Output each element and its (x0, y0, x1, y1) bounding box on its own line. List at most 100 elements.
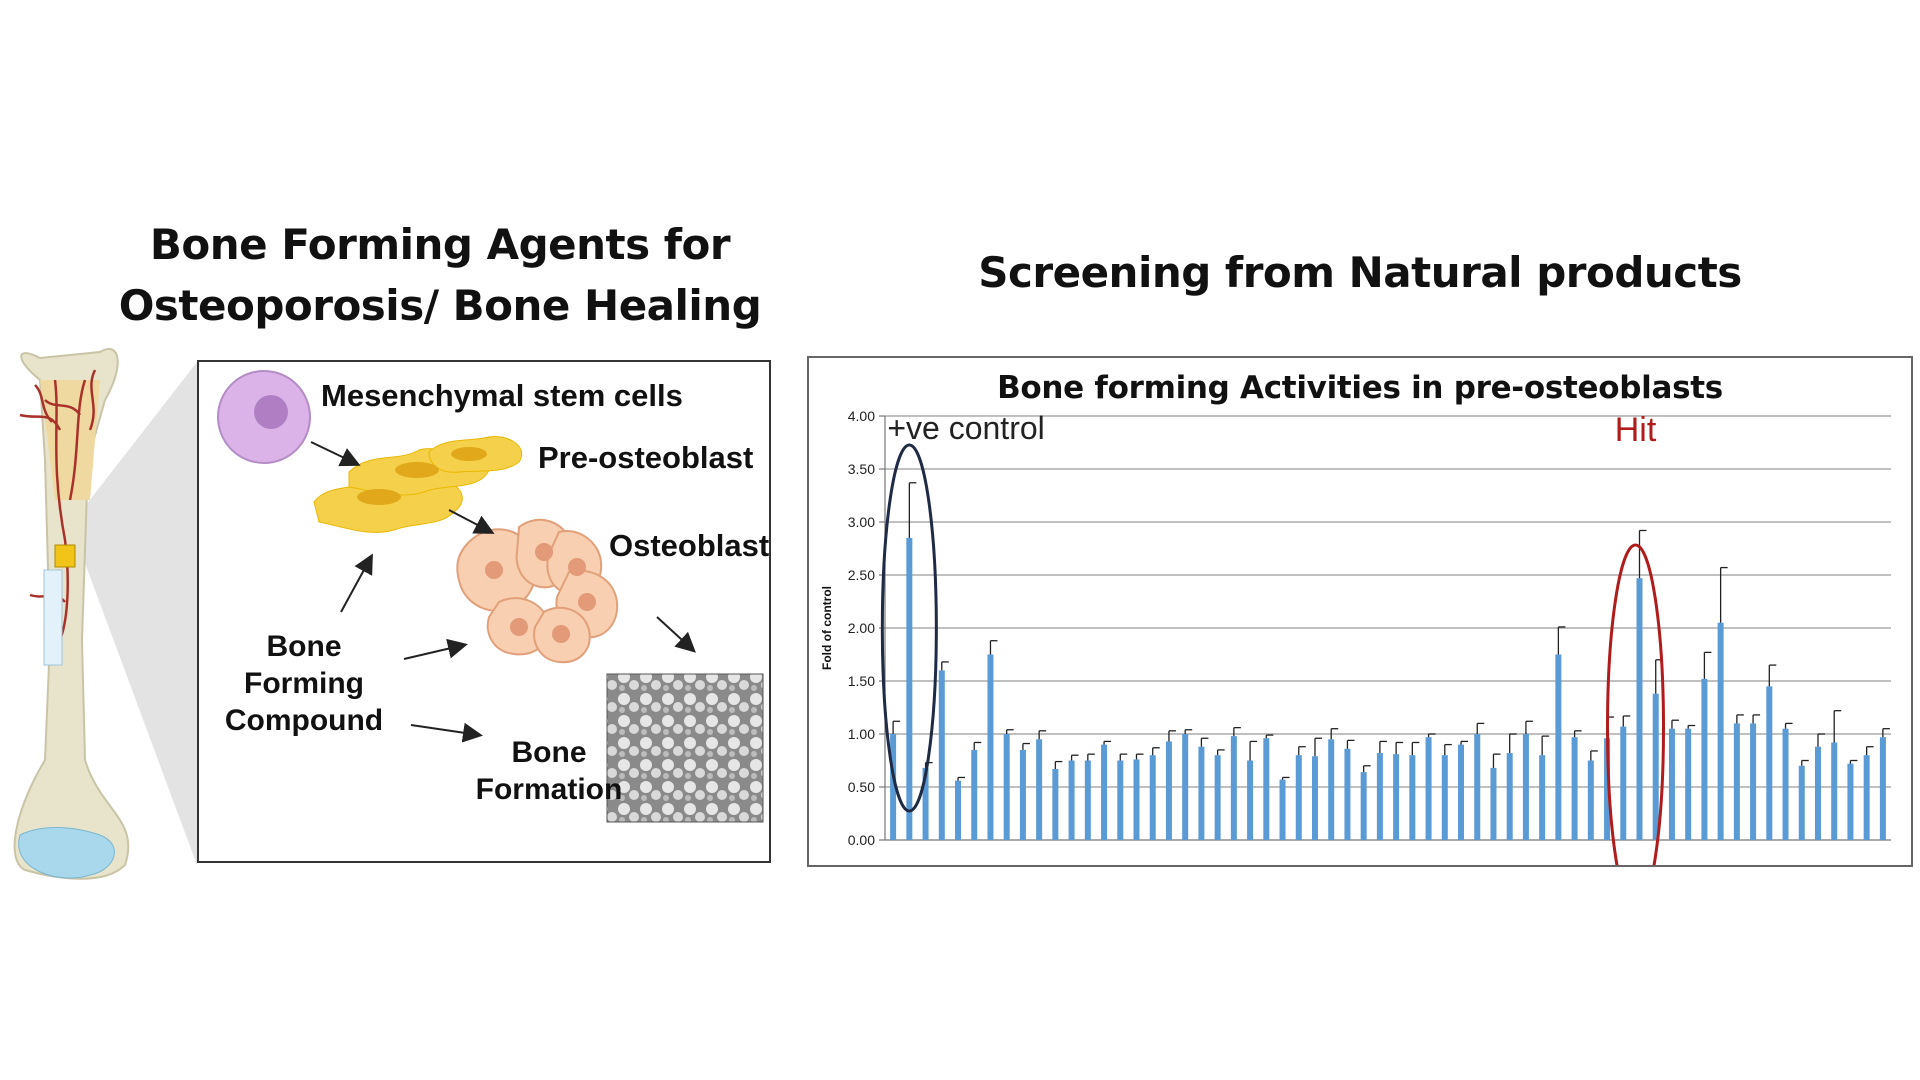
bone-illustration (13, 348, 197, 880)
bar (1393, 754, 1400, 840)
left-title: Bone Forming Agents for Osteoporosis/ Bo… (100, 214, 780, 336)
bar (1474, 734, 1481, 840)
bar (1668, 728, 1675, 840)
bar (1636, 578, 1643, 840)
bar (1733, 723, 1740, 840)
bar (938, 670, 945, 840)
bone-scaffold-image (606, 673, 764, 823)
bar (1019, 749, 1026, 840)
compound-line-1: Bone (266, 630, 342, 663)
bar (1620, 726, 1627, 840)
bar (1831, 742, 1838, 840)
formation-line-2: Formation (475, 773, 623, 806)
bar (1036, 739, 1043, 840)
bar (1182, 734, 1189, 840)
bar (1717, 622, 1724, 840)
bar (1750, 723, 1757, 840)
control-annotation: +ve control (887, 410, 1044, 446)
pathway-graphics (217, 370, 764, 823)
y-tick-label: 1.00 (848, 726, 875, 742)
bar (1295, 755, 1302, 840)
bar (1879, 737, 1886, 840)
label-bone-forming-compound: Bone Forming Compound (209, 628, 399, 739)
screening-chart: Bone forming Activities in pre-osteoblas… (807, 356, 1913, 867)
arrow-compound-to-formation (410, 722, 483, 743)
label-bone-formation: Bone Formation (459, 734, 639, 808)
bar (1003, 734, 1010, 840)
bar (1782, 728, 1789, 840)
formation-line-1: Bone (511, 736, 587, 769)
bar (1068, 760, 1075, 840)
bar (1328, 739, 1335, 840)
bar (1555, 654, 1562, 840)
arrow-msc-to-preosteoblast (310, 441, 361, 467)
bar (1539, 755, 1546, 840)
hit-ellipse (1606, 543, 1665, 865)
bar (1409, 755, 1416, 840)
arrow-osteoblast-to-bone (656, 616, 696, 653)
pathway-diagram: Mesenchymal stem cells Pre-osteoblast Os… (197, 360, 771, 863)
bar (1084, 760, 1091, 840)
y-tick-label: 3.50 (848, 461, 875, 477)
arrow-compound-to-osteoblast (403, 638, 468, 660)
left-title-line-2: Osteoporosis/ Bone Healing (118, 281, 762, 330)
control-ellipse (880, 443, 938, 813)
osteoblast-nuclei (485, 543, 596, 643)
bar (1311, 756, 1318, 840)
bar (1247, 760, 1254, 840)
right-title: Screening from Natural products (978, 248, 1742, 297)
arrow-preosteoblast-to-osteoblast (448, 509, 495, 534)
bar (1230, 736, 1237, 840)
bar (1701, 678, 1708, 840)
pre-osteoblast-cells (313, 436, 522, 533)
bar (1279, 779, 1286, 840)
bone-marrow-region (40, 380, 100, 500)
left-title-line-1: Bone Forming Agents for (149, 220, 731, 269)
label-mesenchymal-stem-cells: Mesenchymal stem cells (321, 378, 683, 413)
bar (1376, 753, 1383, 840)
bar (1165, 741, 1172, 840)
bar (1652, 693, 1659, 840)
y-tick-label: 2.00 (848, 620, 875, 636)
pathway-arrows (310, 441, 696, 743)
bar (1149, 755, 1156, 840)
bar (955, 780, 962, 840)
bar (1425, 737, 1432, 840)
compound-line-2: Forming (244, 667, 364, 700)
bar (906, 537, 913, 840)
chart-title: Bone forming Activities in pre-osteoblas… (997, 370, 1723, 406)
bone-shaft (13, 348, 130, 880)
bar (971, 749, 978, 840)
bar (1814, 746, 1821, 840)
label-pre-osteoblast: Pre-osteoblast (538, 440, 754, 475)
bar (1263, 738, 1270, 840)
compound-line-3: Compound (224, 704, 384, 737)
bar (1863, 755, 1870, 840)
bar (987, 654, 994, 840)
mesenchymal-stem-cell (217, 370, 311, 464)
bar (1052, 768, 1059, 840)
bar (1214, 755, 1221, 840)
arrow-compound-to-preosteoblast (340, 553, 373, 613)
bar (1198, 746, 1205, 840)
bar (1798, 765, 1805, 840)
bar (1685, 728, 1692, 840)
hit-annotation: Hit (1615, 411, 1657, 449)
bar (1490, 767, 1497, 840)
bar (1101, 744, 1108, 840)
bar (1506, 753, 1513, 840)
bar (1458, 744, 1465, 840)
y-axis-label: Fold of control (820, 586, 834, 670)
bone-condyle (18, 827, 115, 879)
bar (1571, 737, 1578, 840)
bar (1441, 755, 1448, 840)
y-tick-label: 2.50 (848, 567, 875, 583)
label-osteoblast: Osteoblast (609, 528, 770, 563)
y-tick-label: 4.00 (848, 408, 875, 424)
implant-site (54, 544, 76, 568)
bar (1522, 734, 1529, 840)
bar (922, 767, 929, 840)
zoom-wedge (82, 362, 197, 865)
bar (1587, 760, 1594, 840)
bar (1133, 759, 1140, 840)
